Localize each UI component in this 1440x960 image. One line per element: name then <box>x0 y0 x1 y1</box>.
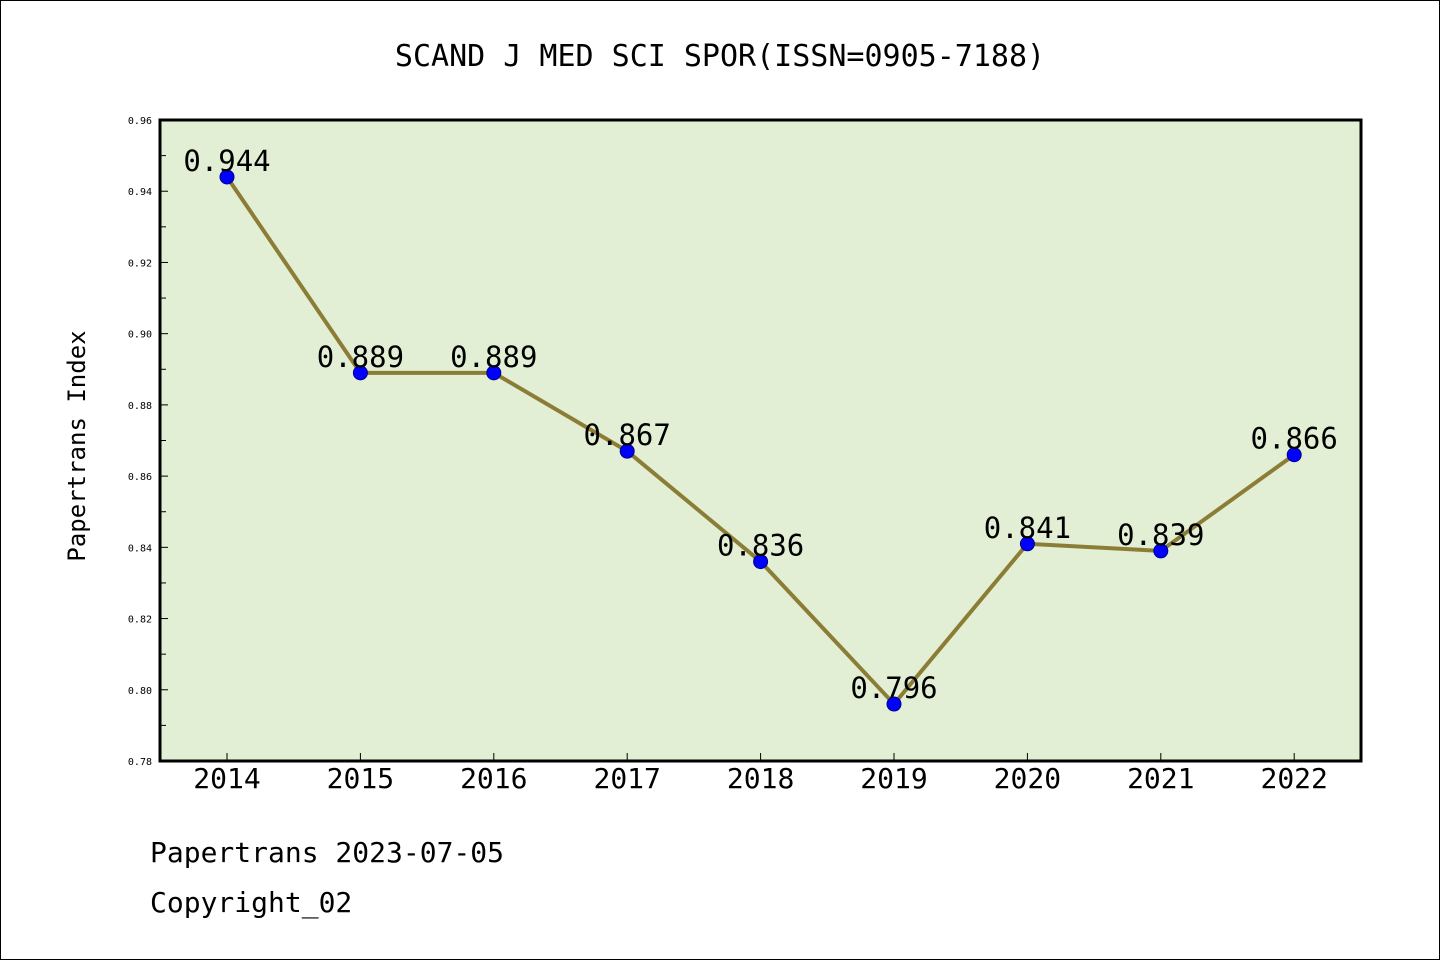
y-tick-label: 0.86 <box>128 472 152 483</box>
y-tick-label: 0.84 <box>128 543 152 554</box>
data-point <box>352 365 368 381</box>
data-point <box>1286 447 1302 463</box>
x-tick-label: 2022 <box>1260 762 1327 795</box>
x-tick-label: 2017 <box>593 762 660 795</box>
y-tick-label: 0.96 <box>128 116 152 127</box>
data-point <box>486 365 502 381</box>
x-tick-label: 2018 <box>727 762 794 795</box>
copyright-note: Copyright_02 <box>150 886 353 919</box>
data-label: 0.841 <box>984 511 1071 545</box>
source-note: Papertrans 2023-07-05 <box>150 836 505 869</box>
series-papertrans-index: 0.944 0.889 0.889 0.867 0.836 0.796 0.841 0.839… <box>183 144 1338 712</box>
y-tick-label: 0.90 <box>128 330 152 341</box>
y-tick-label: 0.82 <box>128 615 152 626</box>
data-label: 0.836 <box>717 529 804 563</box>
x-tick-label: 2015 <box>327 762 394 795</box>
data-point <box>219 169 235 185</box>
data-label: 0.889 <box>317 340 404 374</box>
x-axis: 2014 2015 2016 2017 2018 2019 2020 2021 2022 <box>193 753 1328 795</box>
y-tick-label: 0.88 <box>128 401 152 412</box>
y-tick-label: 0.80 <box>128 686 152 697</box>
x-tick-label: 2016 <box>460 762 527 795</box>
y-tick-label: 0.94 <box>128 187 152 198</box>
y-tick-label: 0.78 <box>128 757 152 768</box>
data-point <box>1153 543 1169 559</box>
data-point <box>753 554 769 570</box>
data-point <box>619 443 635 459</box>
y-axis-label: Papertrans Index <box>63 330 91 561</box>
plot-area <box>158 118 1363 763</box>
data-label: 0.796 <box>850 671 937 705</box>
data-label: 0.944 <box>183 144 270 178</box>
data-label: 0.867 <box>584 418 671 452</box>
x-tick-label: 2020 <box>994 762 1061 795</box>
data-label: 0.866 <box>1251 422 1338 456</box>
x-tick-label: 2019 <box>860 762 927 795</box>
x-tick-label: 2021 <box>1127 762 1194 795</box>
data-point <box>886 696 902 712</box>
x-tick-label: 2014 <box>193 762 260 795</box>
data-label: 0.839 <box>1117 518 1204 552</box>
data-point <box>1019 536 1035 552</box>
chart-title: SCAND J MED SCI SPOR(ISSN=0905-7188) <box>395 39 1045 74</box>
data-label: 0.889 <box>450 340 537 374</box>
y-axis: 0.78 0.80 0.82 0.84 0.86 0.88 0.90 0.92 0.94 0.96 <box>128 116 168 768</box>
y-tick-label: 0.92 <box>128 258 152 269</box>
